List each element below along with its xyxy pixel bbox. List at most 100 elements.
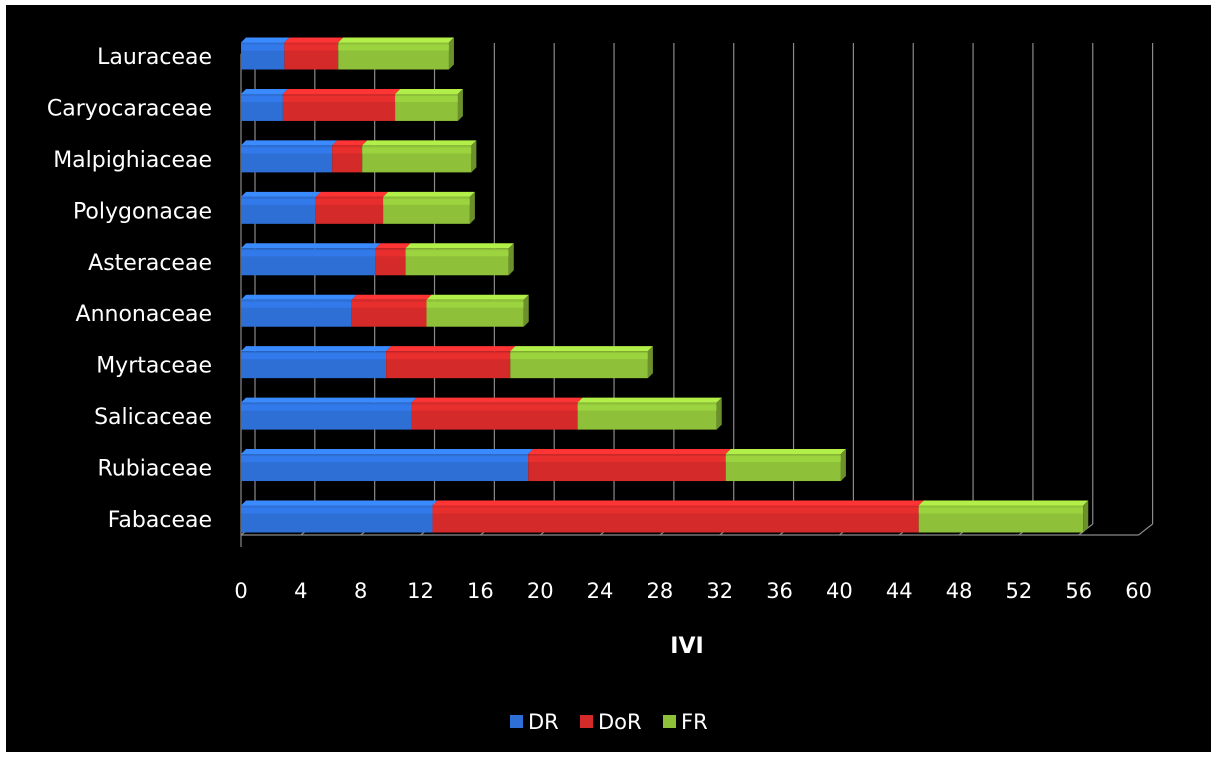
bar-top-face [282,88,401,94]
bar-top-face [362,140,477,146]
bar-highlight [241,353,387,360]
bar-top-face [241,449,534,455]
bar-top-face [241,294,357,300]
category-label: Malpighiaceae [53,148,212,173]
bar-highlight [405,250,509,257]
category-label: Annonaceae [76,302,212,327]
bar-group [241,243,514,276]
bar-top-face [338,37,454,43]
legend-swatch [663,715,676,728]
bar-highlight [284,44,339,51]
category-label: Fabaceae [108,508,212,533]
x-tick-labels: 0 4 8 12 16 20 24 28 32 36 40 44 48 52 56 60 [234,579,1152,603]
bar-highlight [315,198,384,205]
x-tick-label: 56 [1065,579,1092,603]
bar-top-face [386,346,516,352]
bar-highlight [241,404,412,411]
bar-highlight [386,353,511,360]
bar-top-face [405,243,514,249]
legend-swatch [580,715,593,728]
bar-top-face [918,500,1089,506]
bar-top-face [241,346,392,352]
bar-top-face [284,37,344,43]
bar-group [241,140,477,173]
category-labels: Fabaceae Rubiaceae Salicaceae Myrtaceae Anno… [47,45,212,533]
bar-highlight [426,301,524,308]
x-tick-label: 0 [234,579,247,603]
category-label: Rubiaceae [98,457,212,482]
bars [241,37,1089,533]
x-tick-label: 12 [407,579,434,603]
bar-highlight [432,507,919,514]
bar-top-face [315,191,389,197]
bar-highlight [241,301,352,308]
bar-group [241,37,454,70]
bar-highlight [241,44,285,51]
legend-swatch [510,715,523,728]
x-tick-label: 60 [1125,579,1152,603]
bar-group [241,397,722,430]
category-label: Lauraceae [97,45,212,70]
bar-highlight [510,353,648,360]
bar-end-face [523,294,529,327]
category-label: Polygonacae [73,199,212,224]
x-tick-label: 16 [467,579,494,603]
bar-end-face [647,346,653,379]
bar-highlight [282,95,396,102]
bar-top-face [375,243,411,249]
bar-highlight [241,198,316,205]
bar-top-face [432,500,924,506]
legend-label: DoR [598,710,642,734]
bar-top-face [241,88,288,94]
bar-top-face [241,397,417,403]
legend-item-dor: DoR [580,710,642,734]
bar-highlight [241,250,376,257]
bar-highlight [241,456,529,463]
category-label: Myrtaceae [96,354,212,379]
bar-top-face [577,397,722,403]
legend-label: FR [681,710,708,734]
bar-end-face [471,140,477,173]
bar-highlight [528,456,726,463]
bar-top-face [383,191,475,197]
floor-grid-line [1138,523,1153,536]
bar-top-face [241,140,338,146]
bar-highlight [725,456,841,463]
bar-highlight [332,147,363,154]
legend-label: DR [528,710,559,734]
bar-top-face [395,88,463,94]
bar-highlight [411,404,578,411]
bar-top-face [528,449,731,455]
bar-end-face [508,243,514,276]
bar-group [241,88,463,121]
bar-highlight [375,250,406,257]
bar-top-face [351,294,432,300]
x-tick-label: 52 [1006,579,1033,603]
bar-top-face [241,191,321,197]
bar-top-face [241,500,438,506]
bar-top-face [725,449,846,455]
chart-background [6,5,1211,752]
bar-highlight [338,44,449,51]
bar-highlight [395,95,458,102]
category-label: Salicaceae [94,405,212,430]
bar-top-face [332,140,368,146]
legend: DR DoR FR [510,710,708,734]
bar-highlight [362,147,472,154]
bar-top-face [411,397,583,403]
x-tick-label: 48 [946,579,973,603]
x-tick-label: 8 [354,579,367,603]
bar-end-face [1083,500,1089,533]
legend-item-dr: DR [510,710,559,734]
x-tick-label: 32 [706,579,733,603]
bar-group [241,346,653,379]
bar-top-face [510,346,653,352]
bar-group [241,449,846,482]
x-tick-label: 36 [766,579,793,603]
bar-end-face [457,88,463,121]
bar-group [241,500,1089,533]
bar-end-face [840,449,846,482]
x-tick-label: 4 [294,579,307,603]
bar-top-face [241,37,290,43]
